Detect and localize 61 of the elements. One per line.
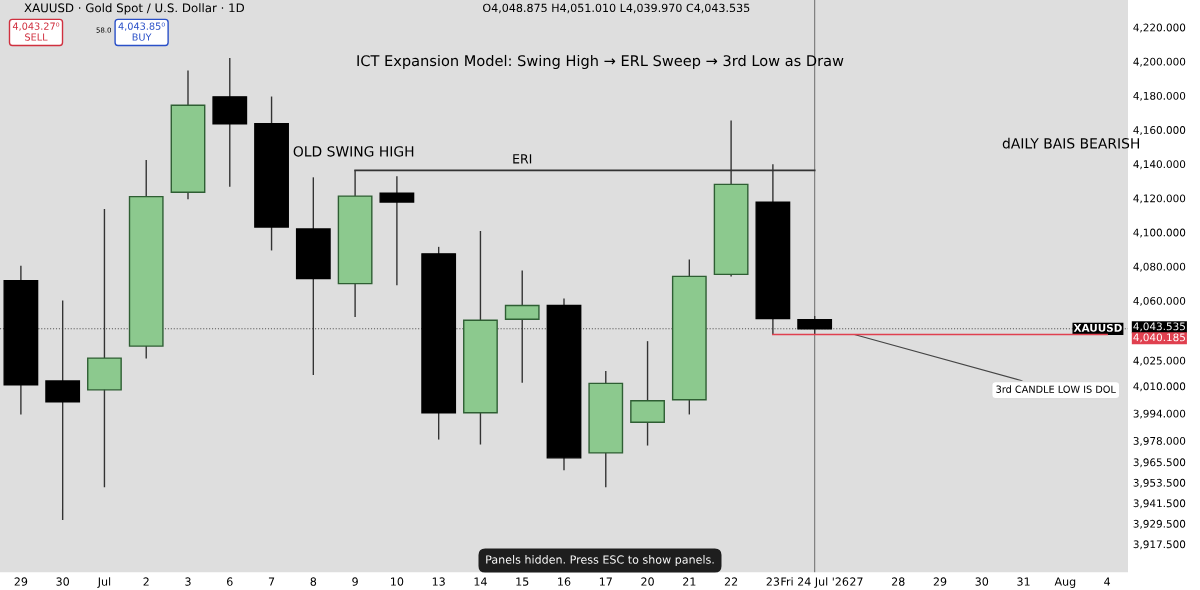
- x-tick-label: 9: [352, 577, 358, 586]
- text: ICT Expansion Model: Swing High → ERL Sweep → 3rd Low as Draw: [357, 54, 844, 70]
- x-tick-label: 3: [185, 577, 191, 586]
- y-tick-label: 4,200.000: [1133, 57, 1186, 67]
- annotation: 4,043.85⁰ BUY: [118, 22, 165, 41]
- x-tick-label: 14: [474, 577, 487, 586]
- annotation: ERI: [513, 154, 532, 164]
- annotation: O4,048.875 H4,051.010 L4,039.970 C4,043.535: [483, 3, 750, 14]
- annotation: OLD SWING HIGH: [293, 146, 414, 157]
- x-tick-label: 30: [975, 577, 989, 586]
- annotation: dAILY BAIS BEARISH: [1002, 137, 1140, 149]
- x-tick-label: Fri 24 Jul '26: [781, 577, 849, 588]
- x-tick-label: 20: [641, 577, 654, 586]
- candlestick: [45, 299, 81, 521]
- x-tick-label: 7: [268, 577, 275, 586]
- y-tick-label: 3,929.500: [1133, 519, 1186, 529]
- x-tick-label: 29: [933, 577, 947, 586]
- x-tick-label: 28: [891, 577, 905, 586]
- x-tick-label: 15: [516, 577, 529, 586]
- y-tick-label: 3,941.500: [1133, 499, 1186, 509]
- x-tick-label: 2: [143, 577, 149, 586]
- x-tick-label: 31: [1017, 577, 1030, 586]
- y-tick-label: 4,060.000: [1133, 296, 1186, 306]
- x-tick-label: 22: [724, 577, 738, 586]
- y-tick-label: 4,043.535: [1133, 322, 1185, 332]
- y-tick-label: 3,994.000: [1133, 409, 1186, 419]
- annotation: 3rd CANDLE LOW IS DOL: [996, 385, 1116, 393]
- y-tick-label: 4,140.000: [1133, 160, 1186, 170]
- y-tick-label: 4,100.000: [1133, 228, 1186, 238]
- y-tick-label: 4,120.000: [1133, 194, 1186, 204]
- x-tick-label: 27: [850, 577, 863, 586]
- x-tick-label: 4: [1104, 577, 1111, 586]
- y-tick-label: 4,180.000: [1133, 91, 1186, 101]
- x-tick-label: 23: [766, 577, 780, 586]
- annotation: Panels hidden. Press ESC to show panels.: [486, 555, 714, 566]
- x-tick-label: 10: [391, 577, 404, 586]
- x-tick-label: 6: [227, 577, 233, 586]
- candlestick: [504, 269, 540, 384]
- x-tick-label: 13: [432, 577, 445, 586]
- annotation: 4,043.27⁰ SELL: [12, 22, 60, 41]
- candlestick: [379, 175, 415, 286]
- x-tick-label: 30: [56, 577, 69, 586]
- x-tick-label: Aug: [1054, 577, 1076, 588]
- y-tick-label: 3,917.500: [1133, 540, 1186, 550]
- y-tick-label: 4,040.185: [1133, 333, 1185, 343]
- x-tick-label: Jul: [97, 577, 111, 588]
- x-tick-label: 21: [683, 577, 696, 586]
- y-tick-label: 4,025.000: [1133, 356, 1186, 366]
- x-tick-label: 17: [599, 577, 612, 586]
- ref-line-label: XAUUSD: [1073, 323, 1122, 332]
- y-tick-label: 3,965.500: [1133, 458, 1186, 468]
- y-tick-label: 4,220.000: [1133, 23, 1186, 33]
- y-tick-label: 4,010.000: [1133, 382, 1186, 392]
- chart-subtitle: XAUUSD · Gold Spot / U.S. Dollar · 1D: [24, 3, 245, 15]
- x-tick-label: 16: [558, 577, 571, 586]
- x-tick-label: 29: [14, 577, 28, 586]
- y-tick-label: 3,953.500: [1133, 478, 1186, 488]
- y-tick-label: 3,978.000: [1133, 436, 1186, 446]
- y-tick-label: 4,080.000: [1133, 262, 1186, 272]
- y-tick-label: 4,160.000: [1133, 126, 1186, 135]
- x-tick-label: 8: [310, 577, 317, 586]
